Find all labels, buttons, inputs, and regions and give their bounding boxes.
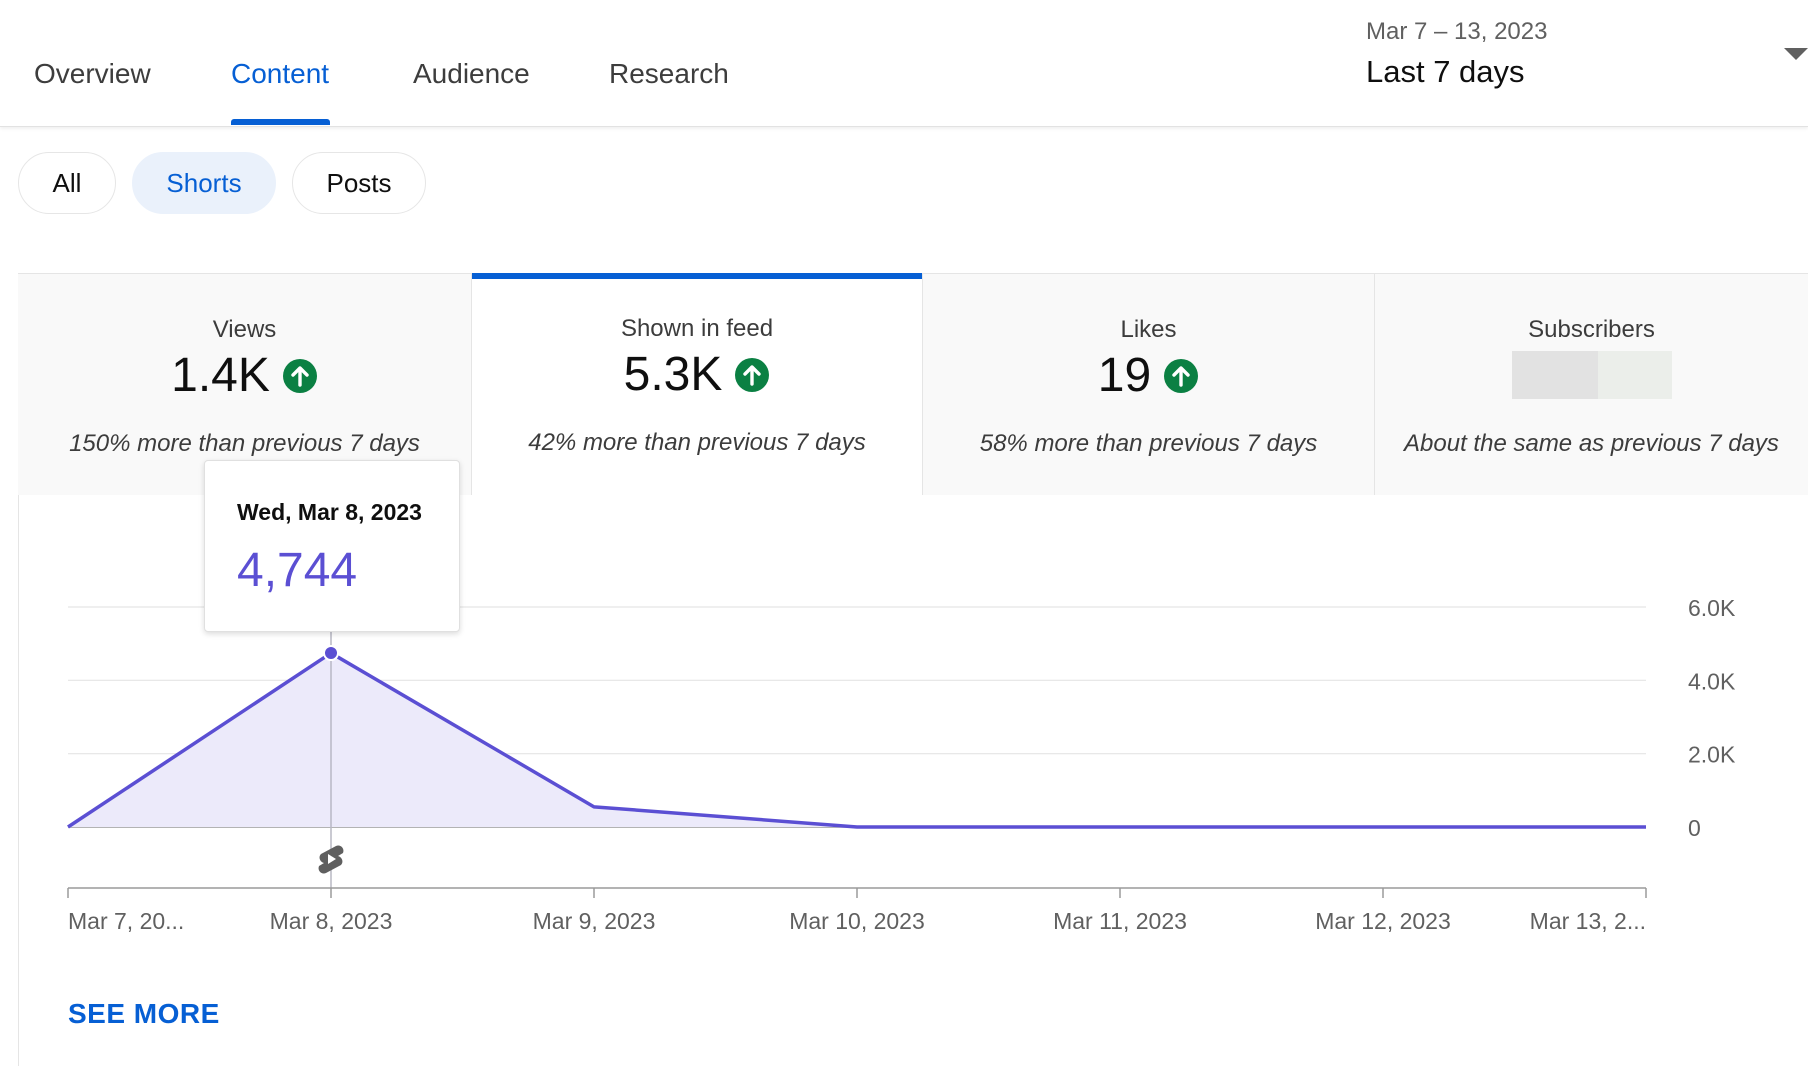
trend-up-icon	[735, 358, 770, 392]
trend-up-icon	[1164, 359, 1199, 393]
active-tab-indicator	[231, 119, 330, 125]
metric-comparison: 42% more than previous 7 days	[528, 429, 866, 456]
metric-label: Likes	[1120, 316, 1177, 343]
redacted-value	[1598, 351, 1672, 399]
metric-card-subscribers[interactable]: Subscribers About the same as previous 7…	[1375, 273, 1808, 495]
see-more-link[interactable]: SEE MORE	[68, 998, 220, 1029]
metric-value: 19	[1097, 349, 1152, 402]
tooltip-value: 4,744	[237, 544, 358, 597]
active-card-indicator	[472, 273, 922, 279]
metric-comparison: 150% more than previous 7 days	[69, 430, 420, 457]
metric-cards: Views 1.4K 150% more than previous 7 day…	[18, 273, 1808, 495]
chart-tooltip: Wed, Mar 8, 2023 4,744	[204, 460, 460, 632]
chip-posts[interactable]: Posts	[292, 152, 426, 214]
metric-value: 5.3K	[623, 348, 723, 401]
metric-label: Shown in feed	[620, 315, 774, 342]
analytics-header: Overview Content Audience Research Mar 7…	[0, 0, 1808, 127]
metric-comparison: About the same as previous 7 days	[1404, 430, 1779, 457]
tab-audience[interactable]: Audience	[413, 58, 530, 89]
date-period-text: Last 7 days	[1366, 54, 1525, 89]
redacted-value	[1512, 351, 1598, 399]
tab-content[interactable]: Content	[231, 58, 330, 89]
trend-up-icon	[282, 359, 317, 393]
chip-shorts[interactable]: Shorts	[132, 152, 276, 214]
metric-label: Views	[212, 316, 277, 343]
metric-card-likes[interactable]: Likes 19 58% more than previous 7 days	[923, 273, 1375, 495]
date-range-picker[interactable]: Mar 7 – 13, 2023 Last 7 days	[1366, 16, 1808, 96]
metric-card-views[interactable]: Views 1.4K 150% more than previous 7 day…	[18, 273, 472, 495]
metric-label: Subscribers	[1528, 316, 1655, 343]
tab-research[interactable]: Research	[609, 58, 729, 89]
metric-card-shown-in-feed[interactable]: Shown in feed 5.3K 42% more than previou…	[472, 273, 923, 495]
tab-overview[interactable]: Overview	[34, 58, 151, 89]
chip-all[interactable]: All	[18, 152, 116, 214]
metric-value: 1.4K	[171, 349, 270, 402]
metric-comparison: 58% more than previous 7 days	[979, 430, 1318, 457]
caret-down-icon[interactable]	[1784, 48, 1808, 62]
tooltip-date: Wed, Mar 8, 2023	[237, 499, 422, 525]
date-range-text: Mar 7 – 13, 2023	[1366, 18, 1548, 45]
